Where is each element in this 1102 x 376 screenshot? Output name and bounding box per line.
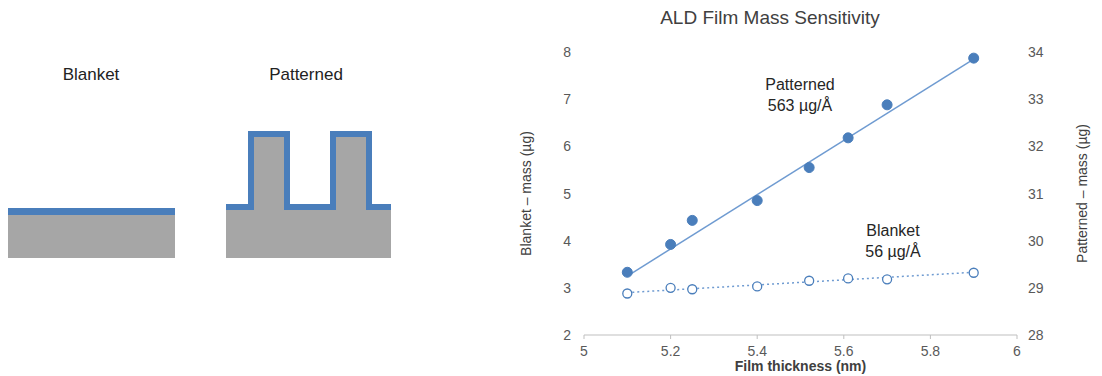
y2-tick-label: 29 bbox=[1028, 280, 1044, 296]
series-annotation: Patterned bbox=[765, 76, 834, 93]
x-tick bbox=[1017, 335, 1018, 339]
data-point bbox=[804, 163, 814, 173]
data-point bbox=[805, 276, 814, 285]
plot-area bbox=[622, 53, 978, 298]
y2-tick bbox=[1017, 99, 1021, 100]
x-tick-label: 5.4 bbox=[747, 343, 767, 359]
data-point bbox=[687, 215, 697, 225]
y2-tick bbox=[1017, 287, 1021, 288]
y-tick bbox=[580, 99, 584, 100]
film bbox=[8, 208, 175, 215]
y-tick-label: 3 bbox=[563, 280, 571, 296]
x-tick-label: 5 bbox=[580, 343, 588, 359]
y-tick bbox=[580, 146, 584, 147]
data-point bbox=[688, 285, 697, 294]
y-tick bbox=[580, 240, 584, 241]
x-tick bbox=[930, 335, 931, 339]
x-tick-label: 6 bbox=[1013, 343, 1021, 359]
y-tick bbox=[580, 287, 584, 288]
y-tick-label: 2 bbox=[563, 327, 571, 343]
y-tick-label: 5 bbox=[563, 186, 571, 202]
y-tick bbox=[580, 335, 584, 336]
figure: Blanket Patterned ALD Film Mass Sensitivit… bbox=[0, 0, 1102, 376]
x-tick bbox=[757, 335, 758, 339]
y2-tick bbox=[1017, 240, 1021, 241]
diagram: Blanket Patterned bbox=[8, 65, 391, 258]
x-tick bbox=[670, 335, 671, 339]
data-point bbox=[883, 275, 892, 284]
data-point bbox=[623, 289, 632, 298]
x-tick bbox=[584, 335, 585, 339]
diagram-label: Blanket bbox=[63, 65, 120, 84]
y2-tick bbox=[1017, 335, 1021, 336]
series-annotation: 563 µg/Å bbox=[768, 96, 833, 114]
chart-title: ALD Film Mass Sensitivity bbox=[660, 7, 880, 28]
x-tick-label: 5.2 bbox=[661, 343, 681, 359]
trend-line bbox=[627, 59, 973, 276]
chart: ALD Film Mass Sensitivity55.25.45.65.862… bbox=[518, 7, 1090, 374]
data-point bbox=[622, 267, 632, 277]
y2-tick bbox=[1017, 193, 1021, 194]
substrate bbox=[8, 208, 175, 258]
data-point bbox=[666, 283, 675, 292]
y-tick-label: 6 bbox=[563, 138, 571, 154]
y-tick bbox=[580, 193, 584, 194]
y-tick-label: 8 bbox=[563, 44, 571, 60]
data-point bbox=[843, 133, 853, 143]
data-point bbox=[969, 53, 979, 63]
x-tick-label: 5.6 bbox=[834, 343, 854, 359]
y-tick bbox=[580, 52, 584, 53]
y2-tick-label: 32 bbox=[1028, 138, 1044, 154]
y-tick-label: 4 bbox=[563, 233, 571, 249]
film bbox=[226, 131, 391, 258]
x-axis-line bbox=[584, 335, 1017, 336]
y2-tick-label: 34 bbox=[1028, 44, 1044, 60]
y2-tick-label: 28 bbox=[1028, 327, 1044, 343]
data-point bbox=[753, 282, 762, 291]
x-axis-label: Film thickness (nm) bbox=[735, 358, 866, 374]
data-point bbox=[969, 268, 978, 277]
y2-tick bbox=[1017, 146, 1021, 147]
substrate bbox=[226, 137, 391, 258]
trend-line bbox=[627, 272, 973, 292]
data-point bbox=[844, 274, 853, 283]
y2-tick-label: 30 bbox=[1028, 233, 1044, 249]
data-point bbox=[752, 196, 762, 206]
x-tick bbox=[843, 335, 844, 339]
series-annotation: 56 µg/Å bbox=[865, 242, 921, 260]
y2-tick-label: 31 bbox=[1028, 186, 1044, 202]
data-point bbox=[882, 100, 892, 110]
y-axis-label: Blanket – mass (µg) bbox=[518, 131, 534, 256]
x-tick-label: 5.8 bbox=[921, 343, 941, 359]
y2-tick bbox=[1017, 52, 1021, 53]
data-point bbox=[666, 239, 676, 249]
diagram-label: Patterned bbox=[269, 65, 343, 84]
series-annotation: Blanket bbox=[866, 222, 920, 239]
y-tick-label: 7 bbox=[563, 91, 571, 107]
y2-tick-label: 33 bbox=[1028, 91, 1044, 107]
y2-axis-label: Patterned – mass (µg) bbox=[1074, 124, 1090, 263]
